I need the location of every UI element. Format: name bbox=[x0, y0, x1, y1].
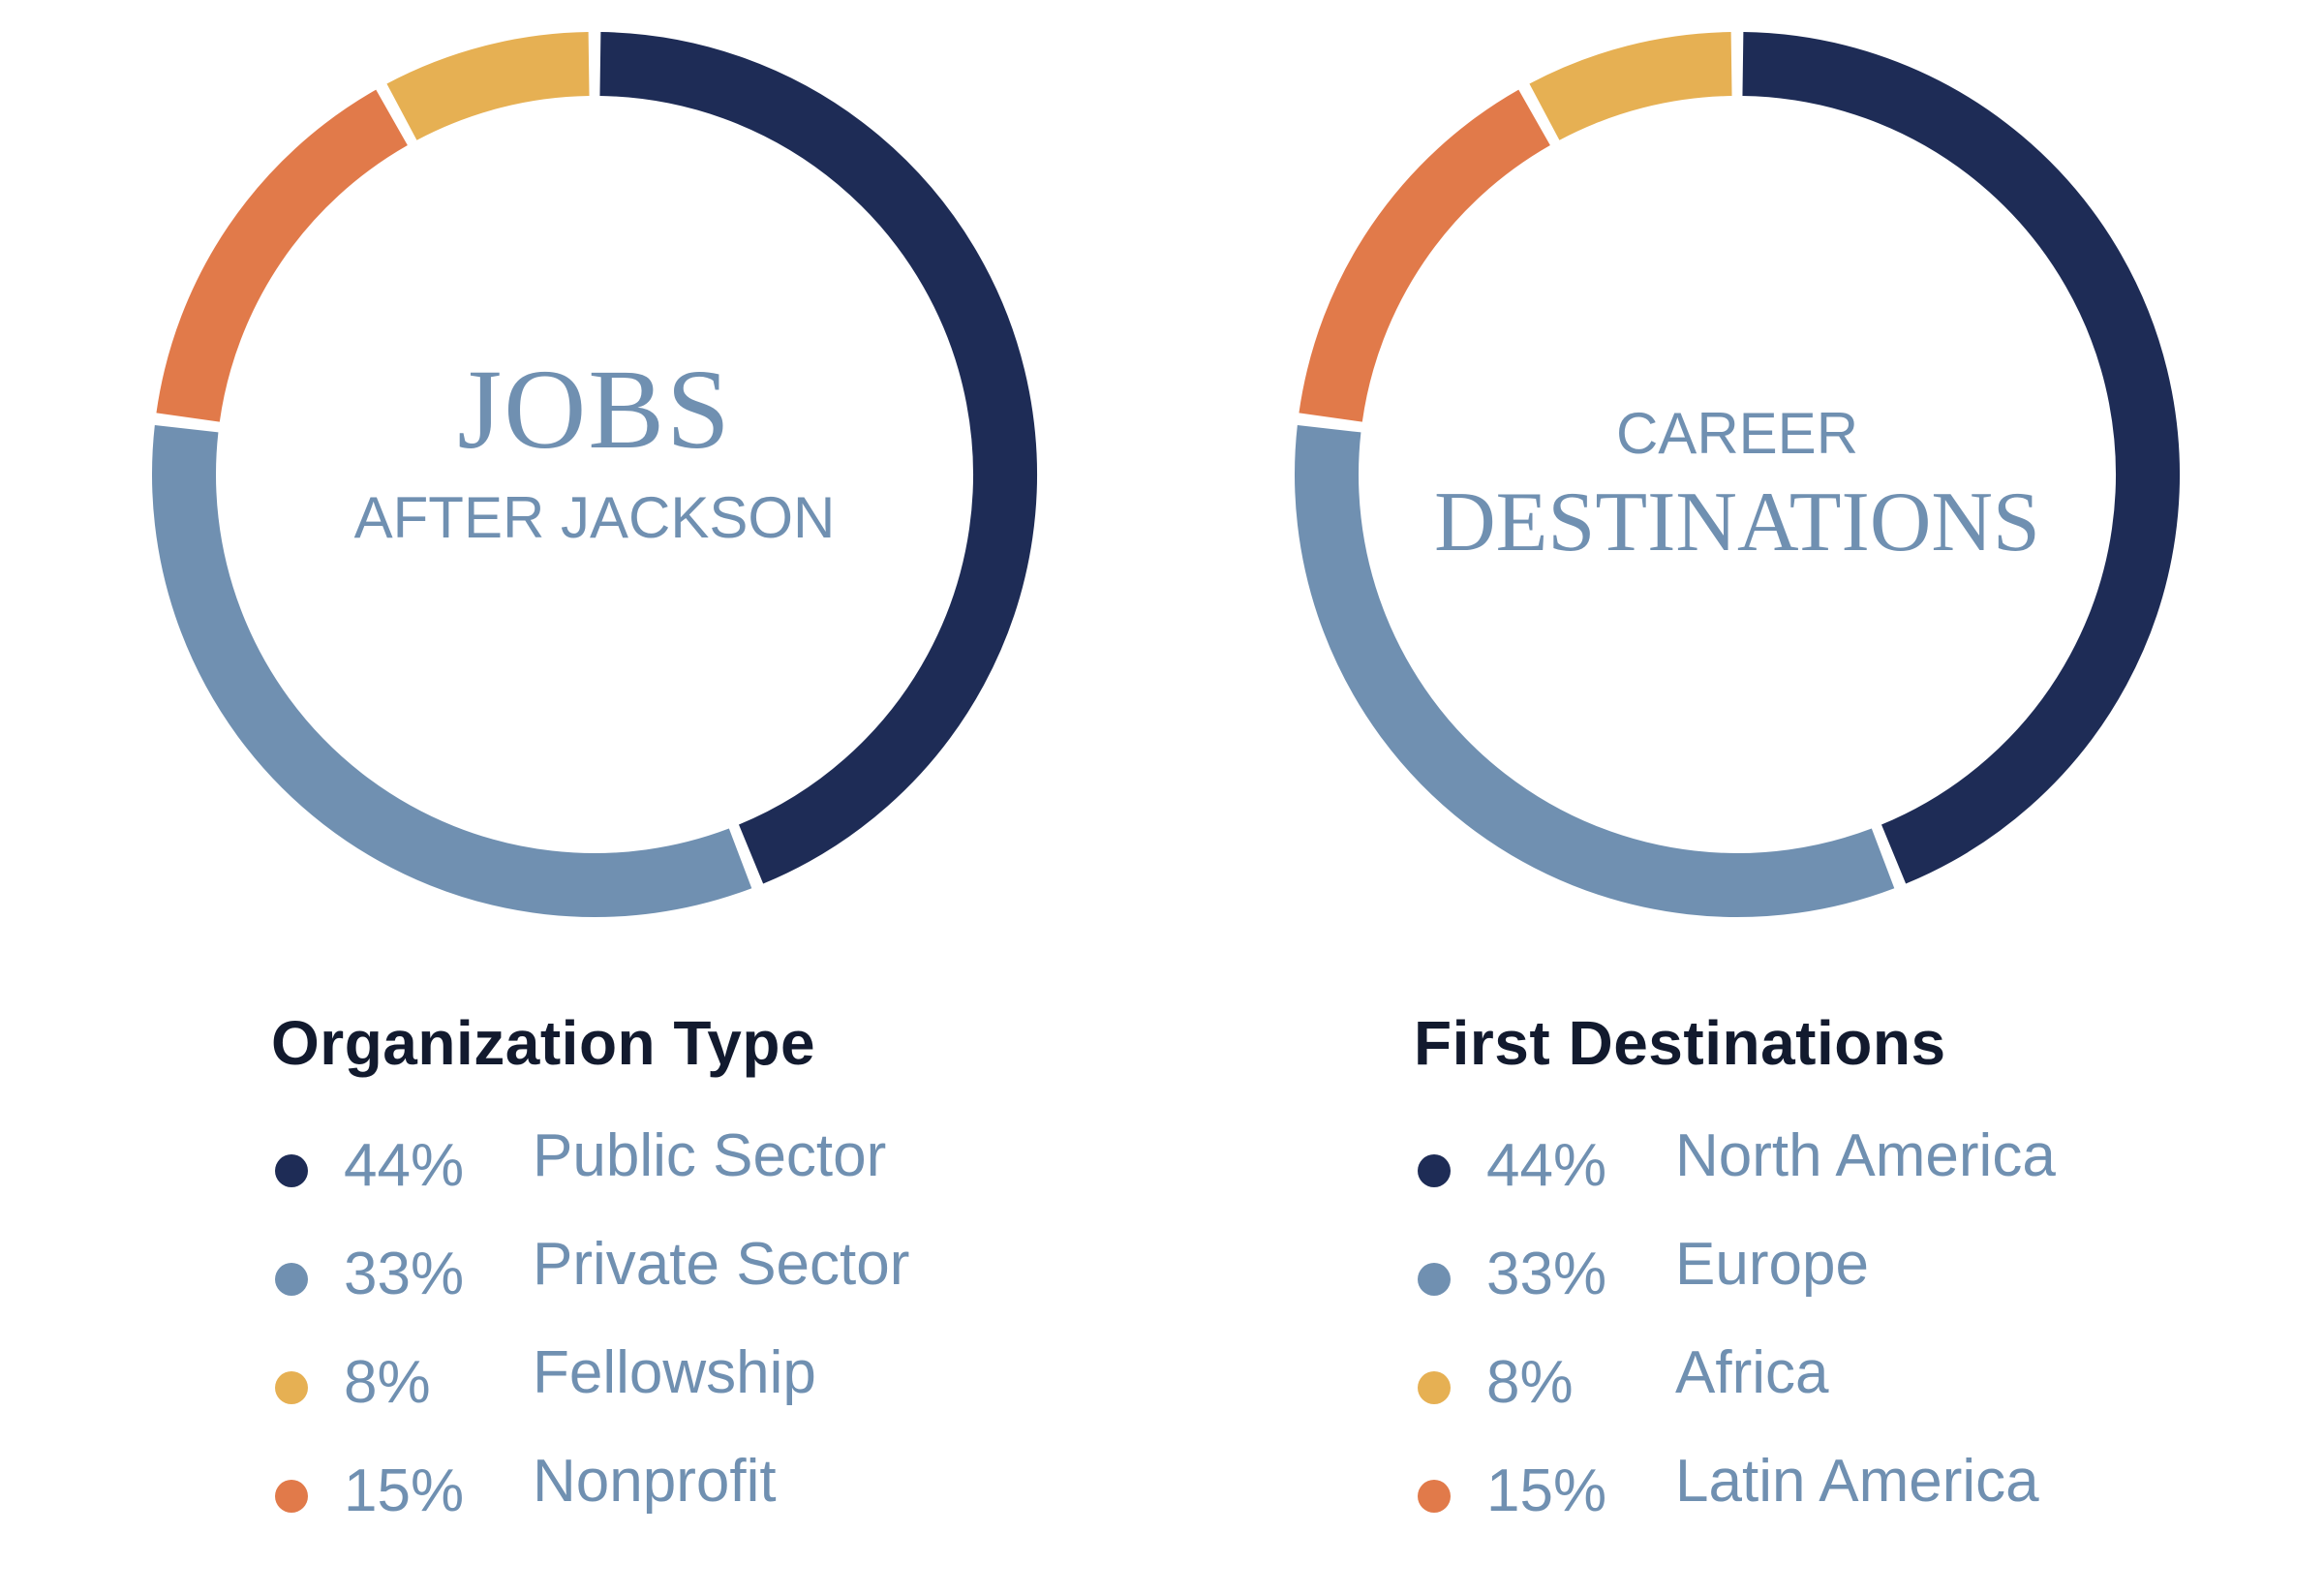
donut-slice-nonprofit bbox=[156, 89, 409, 422]
legend-percent: 33% bbox=[344, 1241, 465, 1307]
legend-title: Organization Type bbox=[271, 1008, 816, 1078]
legend-first-destinations: First Destinations 44% North America 33%… bbox=[1414, 1007, 2056, 1551]
legend-label: North America bbox=[1675, 1122, 2056, 1189]
legend-item: 15% Latin America bbox=[1414, 1443, 2039, 1551]
legend-dot bbox=[275, 1371, 308, 1404]
donut-slice-latin-america bbox=[1299, 89, 1551, 422]
legend-label: Fellowship bbox=[533, 1339, 816, 1406]
donut-chart-jobs: JOBS AFTER JACKSON bbox=[152, 32, 1037, 917]
legend-dot bbox=[1418, 1371, 1451, 1404]
chart-panel-jobs: JOBS AFTER JACKSON Organization Type 44%… bbox=[152, 32, 1037, 1551]
legend-item: 44% North America bbox=[1414, 1118, 2056, 1226]
donut-slice-africa bbox=[1529, 32, 1732, 140]
legend-label: Nonprofit bbox=[533, 1448, 777, 1515]
legend-item: 8% Africa bbox=[1414, 1334, 1946, 1443]
donut-slice-europe bbox=[1295, 425, 1895, 917]
legend-dot bbox=[275, 1480, 308, 1513]
legend-label: Africa bbox=[1675, 1339, 1829, 1406]
legend-label: Europe bbox=[1675, 1231, 1869, 1298]
legend-item: 33% Private Sector bbox=[271, 1226, 909, 1334]
legend-label: Latin America bbox=[1675, 1448, 2039, 1515]
legend-label: Private Sector bbox=[533, 1231, 910, 1298]
legend-dot bbox=[275, 1154, 308, 1187]
chart-center-line2: AFTER JACKSON bbox=[354, 485, 836, 550]
legend-item: 15% Nonprofit bbox=[271, 1443, 815, 1551]
legend-dot bbox=[1418, 1480, 1451, 1513]
legend-dot bbox=[1418, 1154, 1451, 1187]
donut-chart-destinations: CAREER DESTINATIONS bbox=[1295, 32, 2180, 917]
legend-organization-type: Organization Type 44% Public Sector 33% … bbox=[271, 1007, 909, 1551]
legend-label: Public Sector bbox=[533, 1122, 887, 1189]
legend-dot bbox=[275, 1263, 308, 1296]
legend-percent: 8% bbox=[344, 1349, 431, 1416]
donut-slice-private-sector bbox=[152, 425, 752, 917]
donut-slice-public-sector bbox=[599, 32, 1037, 884]
legend-title: First Destinations bbox=[1414, 1008, 1946, 1078]
legend-percent: 33% bbox=[1486, 1241, 1607, 1307]
donut-slice-fellowship bbox=[386, 32, 590, 140]
legend-percent: 44% bbox=[344, 1132, 465, 1199]
donut-slice-north-america bbox=[1742, 32, 2180, 884]
legend-percent: 15% bbox=[344, 1457, 465, 1524]
legend-item: 8% Fellowship bbox=[271, 1334, 816, 1443]
legend-item: 33% Europe bbox=[1414, 1226, 1946, 1334]
chart-center-line2: DESTINATIONS bbox=[1434, 475, 2040, 569]
legend-percent: 8% bbox=[1486, 1349, 1574, 1416]
legend-item: 44% Public Sector bbox=[271, 1118, 886, 1226]
legend-percent: 44% bbox=[1486, 1132, 1607, 1199]
chart-panel-destinations: CAREER DESTINATIONS First Destinations 4… bbox=[1143, 0, 2305, 1595]
chart-center-line1: JOBS bbox=[457, 346, 731, 473]
legend-percent: 15% bbox=[1486, 1457, 1607, 1524]
chart-center-line1: CAREER bbox=[1616, 401, 1858, 466]
legend-dot bbox=[1418, 1263, 1451, 1296]
